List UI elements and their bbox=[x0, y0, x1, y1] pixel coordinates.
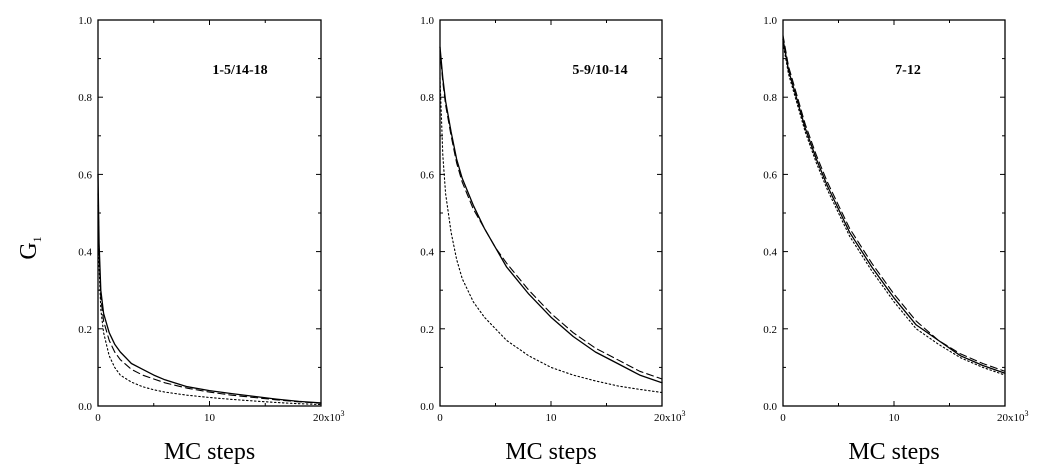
series-line-dotted bbox=[97, 204, 322, 406]
series-line-solid bbox=[97, 173, 322, 404]
y-tick-label: 0.0 bbox=[78, 401, 92, 413]
x-axis-title: MC steps bbox=[164, 439, 255, 464]
panel-label: 7-12 bbox=[895, 63, 921, 78]
series-line-solid bbox=[439, 46, 663, 384]
y-tick-label: 0.2 bbox=[420, 324, 434, 336]
y-tick-label: 1.0 bbox=[420, 15, 434, 27]
x-tick-label: 0 bbox=[437, 412, 443, 424]
y-tick-label: 0.0 bbox=[763, 401, 777, 413]
plot-frame bbox=[439, 19, 663, 407]
x-tick-exponent: 3 bbox=[682, 409, 686, 418]
panel-label: 1-5/14-18 bbox=[212, 63, 267, 78]
panel-2: 0.0 0.2 0.4 0.6 0.8 1.0 0 10 20x103 5-9/10-14 MC s… bbox=[420, 15, 685, 464]
x-axis-title: MC steps bbox=[505, 439, 596, 464]
y-axis-subscript: 1 bbox=[30, 236, 44, 242]
x-tick-label: 20x103 bbox=[313, 409, 345, 424]
series-line-dashed bbox=[782, 34, 1006, 372]
y-tick-label: 0.4 bbox=[78, 247, 92, 259]
x-tick-label: 10 bbox=[889, 412, 901, 424]
series-line-dotted bbox=[439, 77, 663, 394]
y-tick-label: 0.8 bbox=[763, 92, 777, 104]
x-tick-exponent: 3 bbox=[341, 409, 345, 418]
panel-1: 0.0 0.2 0.4 0.6 0.8 1.0 0 10 20x103 1-5/14-18 MC s… bbox=[16, 15, 345, 464]
y-tick-label: 0.4 bbox=[763, 247, 777, 259]
y-tick-label: 0.4 bbox=[420, 247, 434, 259]
y-tick-label: 0.6 bbox=[78, 169, 92, 181]
y-tick-label: 0.0 bbox=[420, 401, 434, 413]
y-tick-label: 0.8 bbox=[78, 92, 92, 104]
x-tick-label: 10 bbox=[204, 412, 216, 424]
plot-frame bbox=[782, 19, 1006, 407]
panel-label: 5-9/10-14 bbox=[572, 63, 627, 78]
x-tick-label: 0 bbox=[780, 412, 786, 424]
y-tick-label: 1.0 bbox=[763, 15, 777, 27]
x-axis-title: MC steps bbox=[848, 439, 939, 464]
x-tick-label: 10 bbox=[546, 412, 558, 424]
x-tick-label: 20x103 bbox=[997, 409, 1029, 424]
y-tick-label: 0.6 bbox=[763, 169, 777, 181]
x-tick-exponent: 3 bbox=[1025, 409, 1029, 418]
y-tick-label: 1.0 bbox=[78, 15, 92, 27]
y-axis-title: G1 bbox=[16, 236, 44, 259]
x-tick-label: 20x103 bbox=[654, 409, 686, 424]
y-tick-label: 0.2 bbox=[763, 324, 777, 336]
y-tick-label: 0.6 bbox=[420, 169, 434, 181]
series-line-dashed bbox=[439, 50, 663, 380]
panel-3: 0.0 0.2 0.4 0.6 0.8 1.0 0 10 20x103 7-12 MC steps bbox=[763, 15, 1028, 464]
x-tick-label: 0 bbox=[95, 412, 101, 424]
series-line-solid bbox=[782, 38, 1006, 374]
y-tick-label: 0.2 bbox=[78, 324, 92, 336]
y-tick-label: 0.8 bbox=[420, 92, 434, 104]
series-line-dotted bbox=[782, 42, 1006, 376]
plot-frame bbox=[97, 19, 322, 407]
series-line-dashed bbox=[97, 193, 322, 404]
